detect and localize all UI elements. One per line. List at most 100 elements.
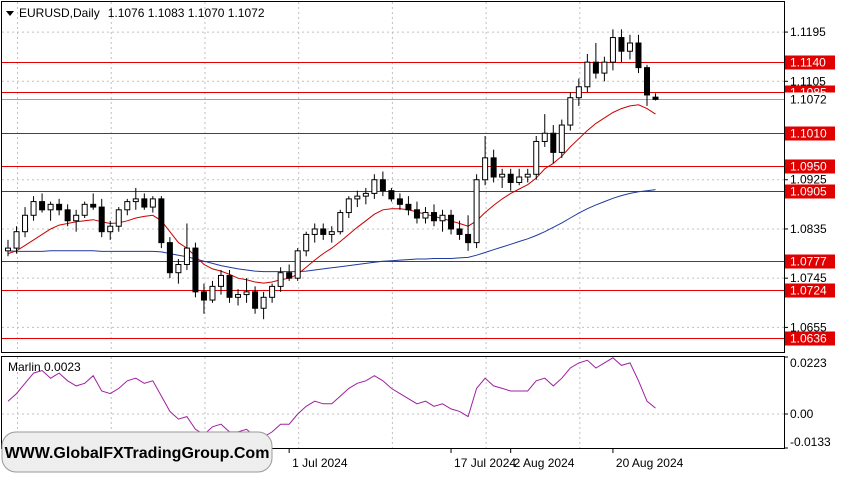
candle-body-bull <box>115 209 122 227</box>
level-price-label: 1.1010 <box>790 127 827 141</box>
candle-body-bull <box>47 203 54 211</box>
candle <box>482 135 489 186</box>
candle-body-bear <box>286 272 293 279</box>
candle <box>379 171 386 197</box>
candle <box>73 209 80 232</box>
candle <box>354 190 361 208</box>
candle <box>499 168 506 188</box>
candle-body-bear <box>550 132 557 153</box>
candle <box>328 226 335 243</box>
candle <box>132 187 139 210</box>
candle <box>413 201 420 224</box>
candle <box>456 220 463 240</box>
candle <box>64 204 71 227</box>
level-price-label: 1.0905 <box>790 185 827 199</box>
candle-body-bear <box>652 96 659 100</box>
candle-body-bull <box>107 225 114 233</box>
candle-body-bull <box>209 285 216 301</box>
candle <box>39 193 46 213</box>
candle <box>166 237 173 279</box>
candle-body-bull <box>567 97 574 126</box>
candle <box>337 209 344 235</box>
candle <box>141 193 148 210</box>
candle-body-bear <box>635 42 642 69</box>
candle-body-bull <box>345 198 352 214</box>
candle <box>277 267 284 292</box>
y-tick-label: 1.1105 <box>790 74 826 88</box>
candle <box>243 278 250 303</box>
candle <box>345 196 352 219</box>
candle-body-bull <box>337 212 344 233</box>
candle <box>609 29 616 71</box>
candle-body-bear <box>226 274 233 298</box>
candle <box>567 92 574 131</box>
candle <box>448 209 455 235</box>
y-tick-label: 1.1195 <box>790 25 826 39</box>
candle <box>98 198 105 238</box>
level-price-tag <box>785 159 835 174</box>
candle-body-bear <box>379 179 386 192</box>
candle <box>175 259 182 284</box>
candle-body-bull <box>260 296 267 309</box>
ohlc-quote: 1.1076 1.1083 1.1070 1.1072 <box>108 6 265 20</box>
candle-body-bull <box>73 214 80 222</box>
candle <box>90 193 97 210</box>
candle-body-bear <box>252 291 259 309</box>
symbol-label: EURUSD <box>19 6 70 20</box>
candle-body-bear <box>200 291 207 301</box>
candle <box>226 269 233 303</box>
osc-tick-label: -0.0133 <box>790 435 831 449</box>
candle-body-bear <box>141 198 148 208</box>
candle-body-bear <box>405 203 412 211</box>
candle-body-bull <box>311 228 318 235</box>
level-price-tag <box>785 331 835 346</box>
candle <box>626 34 633 60</box>
candle <box>183 223 190 270</box>
candle-body-bull <box>524 173 531 178</box>
y-tick-label: 1.0925 <box>790 173 827 187</box>
current-price-tag <box>785 92 835 107</box>
candle <box>558 119 565 158</box>
candle <box>490 149 497 183</box>
candle <box>516 168 523 186</box>
candle <box>81 201 88 219</box>
candle-body-bear <box>166 242 173 274</box>
candle-body-bear <box>98 206 105 233</box>
candle-body-bull <box>5 247 11 252</box>
candle <box>260 291 267 320</box>
candle-body-bull <box>13 231 20 249</box>
candle-body-bull <box>473 179 480 244</box>
candle <box>149 196 156 213</box>
candle-body-bear <box>592 61 599 74</box>
candle-body-bull <box>362 192 369 197</box>
candle-body-bull <box>277 272 284 287</box>
candle <box>5 239 11 257</box>
candle <box>286 264 293 281</box>
candle-body-bull <box>235 294 242 298</box>
x-tick-label: 2 Aug 2024 <box>514 456 575 470</box>
candle-body-bull <box>516 176 523 183</box>
candle <box>192 242 199 298</box>
candle-body-bull <box>439 214 446 222</box>
candle <box>269 283 276 303</box>
candle-body-bull <box>243 291 250 296</box>
candle-body-bull <box>533 140 540 175</box>
candle <box>396 193 403 210</box>
watermark-badge: WWW.GlobalFXTradingGroup.Com <box>1 431 273 473</box>
candle <box>388 187 395 202</box>
watermark-text: WWW.GlobalFXTradingGroup.Com <box>5 445 270 462</box>
candle-body-bull <box>626 42 633 52</box>
osc-tick-label: 0.00 <box>790 407 814 421</box>
level-price-tag <box>785 283 835 298</box>
candle <box>439 209 446 232</box>
candle-body-bull <box>328 231 335 235</box>
candle <box>584 53 591 93</box>
candle <box>235 289 242 306</box>
candle-body-bull <box>541 132 548 142</box>
candle-body-bull <box>601 61 608 74</box>
candle <box>371 174 378 199</box>
candle <box>644 64 650 106</box>
collapse-arrow-icon[interactable] <box>6 11 14 16</box>
candle-body-bear <box>56 203 63 211</box>
timeframe-label: Daily <box>73 6 100 20</box>
